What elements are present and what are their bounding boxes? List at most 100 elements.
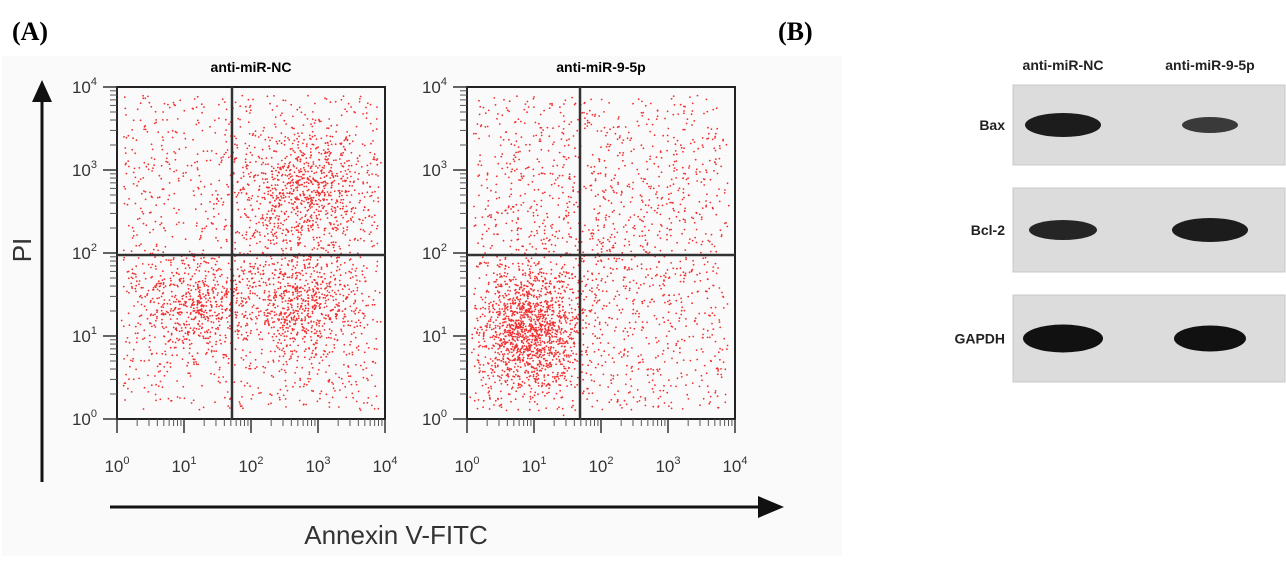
dot (684, 310, 686, 312)
dot (332, 296, 334, 298)
dot (203, 407, 205, 409)
dot (295, 278, 297, 280)
dot (195, 124, 197, 126)
dot (290, 247, 292, 249)
dot (285, 327, 287, 329)
dot (334, 390, 336, 392)
dot (339, 208, 341, 210)
dot (202, 130, 204, 132)
dot (226, 281, 228, 283)
dot (136, 139, 138, 141)
dot (646, 183, 648, 185)
dot (248, 297, 250, 299)
dot (707, 127, 709, 129)
dot (491, 329, 493, 331)
dot (294, 151, 296, 153)
dot (594, 115, 596, 117)
dot (478, 372, 480, 374)
dot (182, 386, 184, 388)
dot (184, 338, 186, 340)
dot (370, 163, 372, 165)
dot (197, 187, 199, 189)
dot (121, 320, 123, 322)
dot (209, 201, 211, 203)
dot (668, 294, 670, 296)
dot (355, 207, 357, 209)
dot (716, 128, 718, 130)
dot (659, 231, 661, 233)
dot (672, 208, 674, 210)
dot (558, 307, 560, 309)
dot (243, 188, 245, 190)
dot (197, 352, 199, 354)
dot (479, 332, 481, 334)
dot (245, 158, 247, 160)
dot (235, 317, 237, 319)
dot (245, 325, 247, 327)
dot (342, 185, 344, 187)
dot (277, 288, 279, 290)
dot (139, 218, 141, 220)
dot (195, 361, 197, 363)
dot (249, 176, 251, 178)
dot (583, 103, 585, 105)
dot (249, 263, 251, 265)
dot (349, 240, 351, 242)
dot (338, 302, 340, 304)
dot (172, 236, 174, 238)
dot (289, 191, 291, 193)
dot (477, 320, 479, 322)
dot (592, 392, 594, 394)
dot (331, 206, 333, 208)
dot (211, 267, 213, 269)
dot (177, 268, 179, 270)
dot (248, 145, 250, 147)
dot (622, 160, 624, 162)
dot (281, 132, 283, 134)
dot (621, 252, 623, 254)
dot (302, 308, 304, 310)
dot (209, 315, 211, 317)
dot (237, 325, 239, 327)
dot (163, 366, 165, 368)
dot (244, 385, 246, 387)
dot (665, 272, 667, 274)
dot (658, 176, 660, 178)
dot (236, 300, 238, 302)
dot (274, 299, 276, 301)
dot (126, 137, 128, 139)
dot (186, 312, 188, 314)
dot (309, 157, 311, 159)
dot (627, 185, 629, 187)
dot (284, 353, 286, 355)
dot (554, 322, 556, 324)
dot (284, 163, 286, 165)
dot (543, 238, 545, 240)
dot (289, 170, 291, 172)
dot (215, 237, 217, 239)
dot (267, 296, 269, 298)
dot (335, 159, 337, 161)
dot (242, 187, 244, 189)
dot (179, 308, 181, 310)
dot (193, 327, 195, 329)
dot (667, 186, 669, 188)
dot (312, 177, 314, 179)
dot (206, 316, 208, 318)
dot (680, 144, 682, 146)
dot (297, 313, 299, 315)
dot (691, 292, 693, 294)
dot (596, 400, 598, 402)
dot (309, 135, 311, 137)
dot (212, 287, 214, 289)
dot (507, 212, 509, 214)
dot (305, 404, 307, 406)
dot (352, 207, 354, 209)
dot (178, 313, 180, 315)
dot (521, 136, 523, 138)
dot (259, 232, 261, 234)
dot (365, 305, 367, 307)
dot (327, 380, 329, 382)
dot (674, 167, 676, 169)
dot (536, 403, 538, 405)
